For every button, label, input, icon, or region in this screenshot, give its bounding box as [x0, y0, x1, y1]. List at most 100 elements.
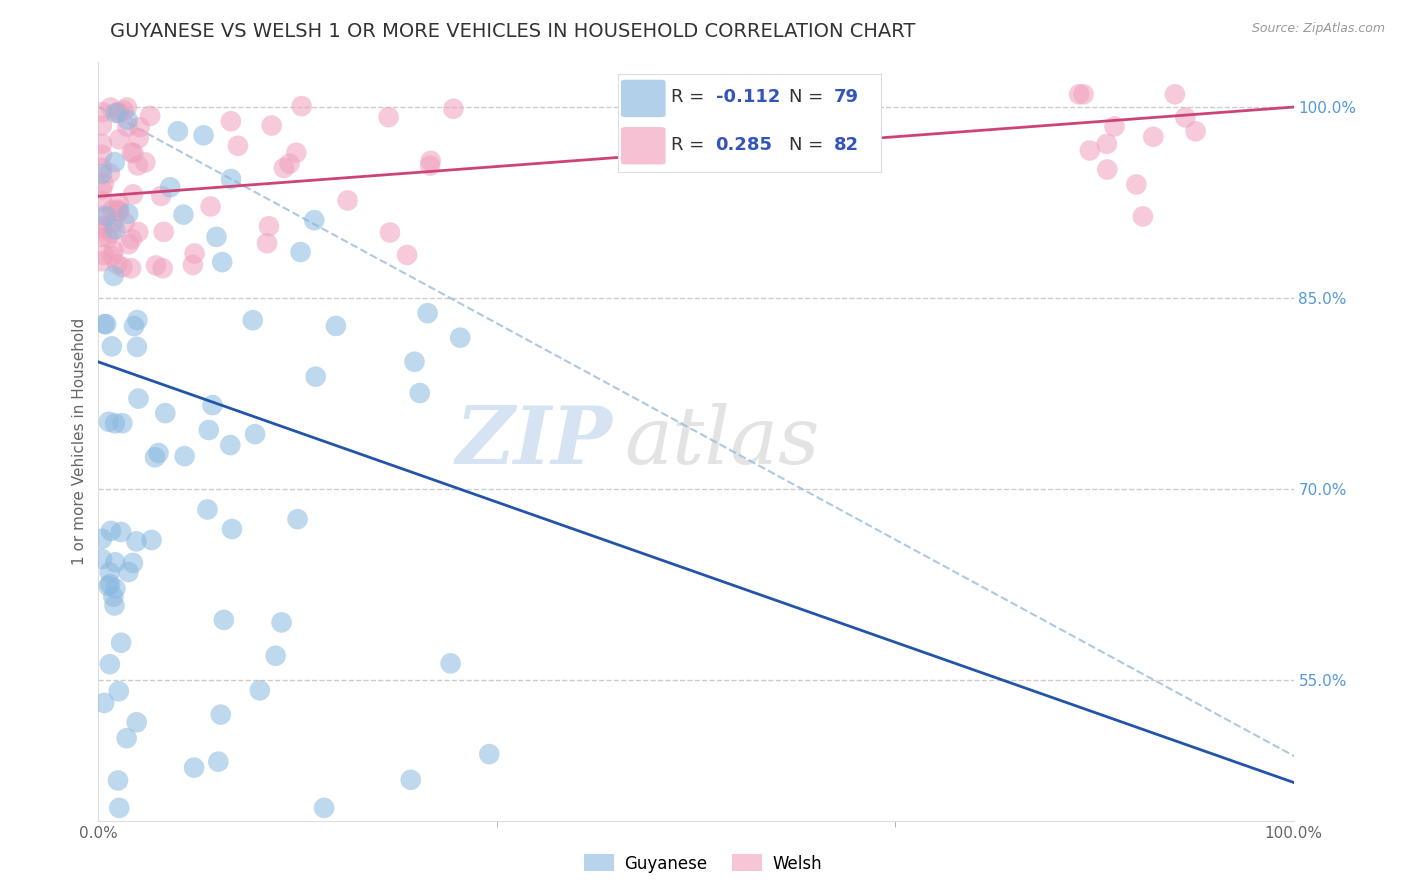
Guyanese	[209, 707, 232, 722]
Guyanese	[107, 684, 129, 698]
Welsh	[128, 120, 150, 135]
Guyanese	[104, 417, 127, 431]
Guyanese	[107, 773, 129, 788]
Welsh	[1097, 162, 1119, 177]
Welsh	[91, 147, 114, 161]
Guyanese	[211, 255, 233, 269]
Guyanese	[205, 230, 228, 244]
Text: ZIP: ZIP	[456, 403, 613, 480]
Welsh	[1073, 87, 1095, 102]
Welsh	[1095, 136, 1118, 151]
Guyanese	[221, 522, 243, 536]
Guyanese	[219, 438, 242, 452]
Welsh	[378, 226, 401, 240]
Welsh	[1067, 87, 1090, 102]
Guyanese	[91, 532, 114, 546]
Guyanese	[122, 556, 145, 570]
Guyanese	[219, 172, 242, 186]
Welsh	[396, 248, 419, 262]
Guyanese	[104, 555, 127, 569]
Welsh	[91, 219, 114, 233]
Welsh	[121, 232, 143, 246]
Text: atlas: atlas	[624, 403, 820, 480]
Guyanese	[304, 213, 326, 227]
Guyanese	[439, 657, 461, 671]
Guyanese	[96, 209, 118, 223]
Guyanese	[101, 339, 124, 353]
Welsh	[91, 209, 114, 223]
Guyanese	[91, 552, 114, 566]
Welsh	[91, 230, 114, 244]
Welsh	[91, 254, 114, 268]
Welsh	[122, 187, 145, 202]
Welsh	[336, 194, 359, 208]
Guyanese	[270, 615, 292, 630]
Text: Source: ZipAtlas.com: Source: ZipAtlas.com	[1251, 22, 1385, 36]
Welsh	[419, 153, 441, 168]
Guyanese	[173, 449, 195, 463]
Legend: Guyanese, Welsh: Guyanese, Welsh	[578, 847, 828, 880]
Guyanese	[122, 319, 145, 334]
Guyanese	[287, 512, 309, 526]
Guyanese	[159, 180, 181, 194]
Guyanese	[416, 306, 439, 320]
Guyanese	[103, 590, 125, 604]
Guyanese	[242, 313, 264, 327]
Guyanese	[249, 683, 271, 698]
Welsh	[1132, 210, 1154, 224]
Guyanese	[93, 317, 115, 331]
Welsh	[105, 257, 128, 271]
Guyanese	[97, 415, 120, 429]
Y-axis label: 1 or more Vehicles in Household: 1 or more Vehicles in Household	[72, 318, 87, 566]
Welsh	[121, 145, 143, 160]
Welsh	[114, 216, 136, 230]
Guyanese	[110, 636, 132, 650]
Guyanese	[104, 106, 127, 120]
Welsh	[257, 219, 280, 234]
Welsh	[127, 225, 149, 239]
Welsh	[108, 132, 131, 146]
Guyanese	[127, 313, 149, 327]
Guyanese	[127, 392, 149, 406]
Guyanese	[103, 599, 125, 613]
Guyanese	[100, 524, 122, 538]
Guyanese	[103, 268, 125, 283]
Welsh	[139, 109, 162, 123]
Welsh	[127, 159, 149, 173]
Guyanese	[264, 648, 287, 663]
Guyanese	[243, 427, 266, 442]
Welsh	[1142, 129, 1164, 144]
Welsh	[115, 100, 138, 114]
Welsh	[419, 159, 441, 173]
Guyanese	[207, 755, 229, 769]
Guyanese	[104, 222, 127, 236]
Welsh	[100, 226, 122, 240]
Guyanese	[305, 369, 328, 384]
Welsh	[120, 261, 142, 276]
Guyanese	[111, 416, 134, 430]
Welsh	[150, 189, 173, 203]
Welsh	[200, 199, 222, 213]
Guyanese	[167, 124, 190, 138]
Welsh	[107, 105, 129, 120]
Welsh	[111, 260, 134, 274]
Guyanese	[117, 112, 139, 127]
Welsh	[1104, 120, 1126, 134]
Welsh	[128, 131, 150, 145]
Welsh	[91, 105, 114, 120]
Guyanese	[172, 208, 194, 222]
Welsh	[91, 161, 114, 175]
Welsh	[107, 105, 129, 120]
Welsh	[103, 215, 125, 229]
Welsh	[91, 136, 114, 151]
Welsh	[377, 110, 399, 124]
Welsh	[285, 145, 308, 160]
Welsh	[98, 166, 121, 180]
Welsh	[1078, 144, 1101, 158]
Welsh	[145, 259, 167, 273]
Guyanese	[98, 657, 121, 672]
Welsh	[108, 196, 131, 211]
Welsh	[134, 155, 156, 169]
Welsh	[291, 99, 314, 113]
Guyanese	[125, 534, 148, 549]
